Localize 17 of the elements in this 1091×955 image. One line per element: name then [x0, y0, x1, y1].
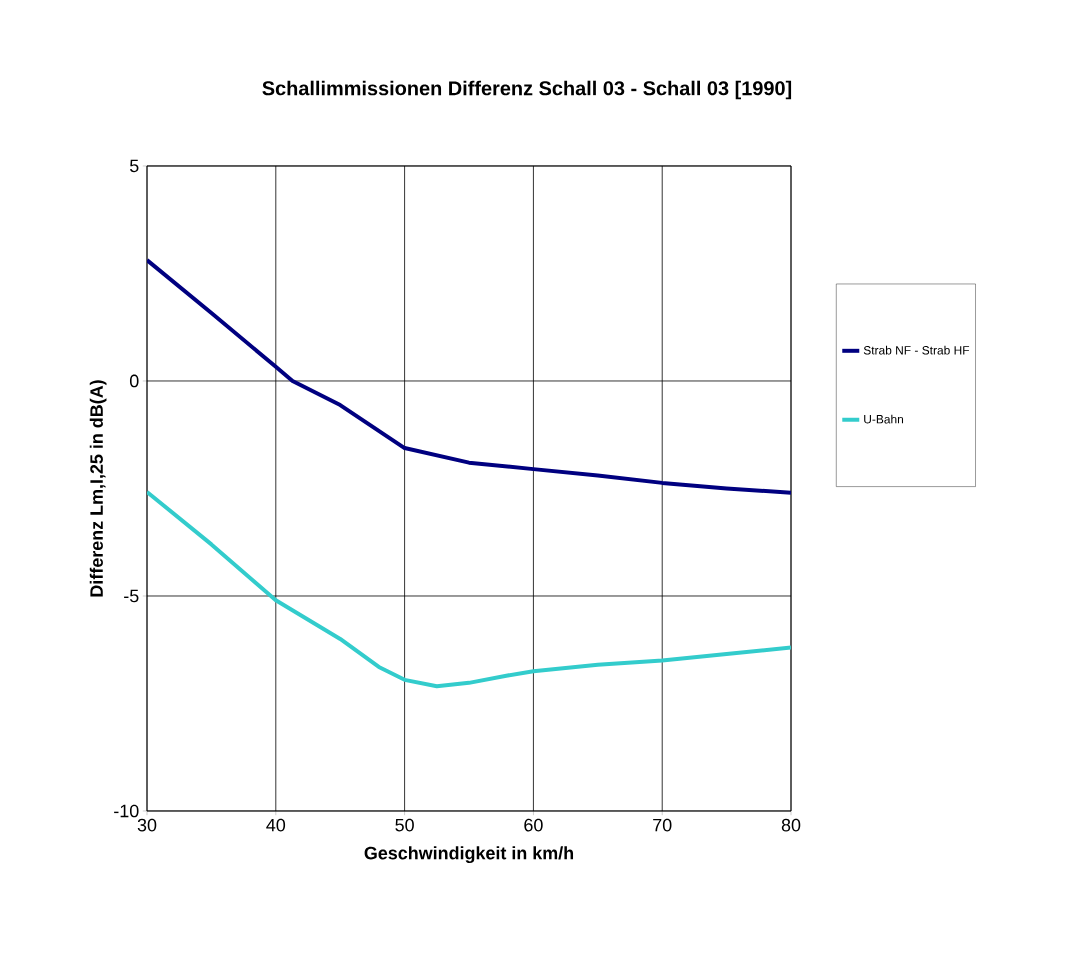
y-tick-label: -10: [114, 804, 139, 818]
legend-label: U-Bahn: [864, 414, 904, 424]
x-axis-title: Geschwindigkeit in km/h: [364, 846, 574, 864]
y-axis-title: Differenz Lm,I,25 in dB(A): [89, 380, 107, 597]
x-tick-label: 40: [266, 818, 286, 832]
x-tick-label: 80: [781, 818, 801, 832]
chart-title: Schallimmissionen Differenz Schall 03 - Schall 03 [1990]: [262, 80, 792, 100]
x-tick-label: 60: [524, 818, 543, 832]
y-tick-label: 0: [129, 374, 139, 388]
x-tick-label: 30: [137, 818, 157, 832]
y-tick-label: 5: [129, 159, 139, 173]
line-series: [147, 258, 792, 495]
x-tick-label: 50: [395, 818, 414, 832]
y-tick-label: -5: [124, 589, 139, 603]
legend-label: Strab NF - Strab HF: [863, 345, 970, 355]
x-tick-label: 70: [653, 818, 672, 832]
line-series: [147, 489, 792, 689]
